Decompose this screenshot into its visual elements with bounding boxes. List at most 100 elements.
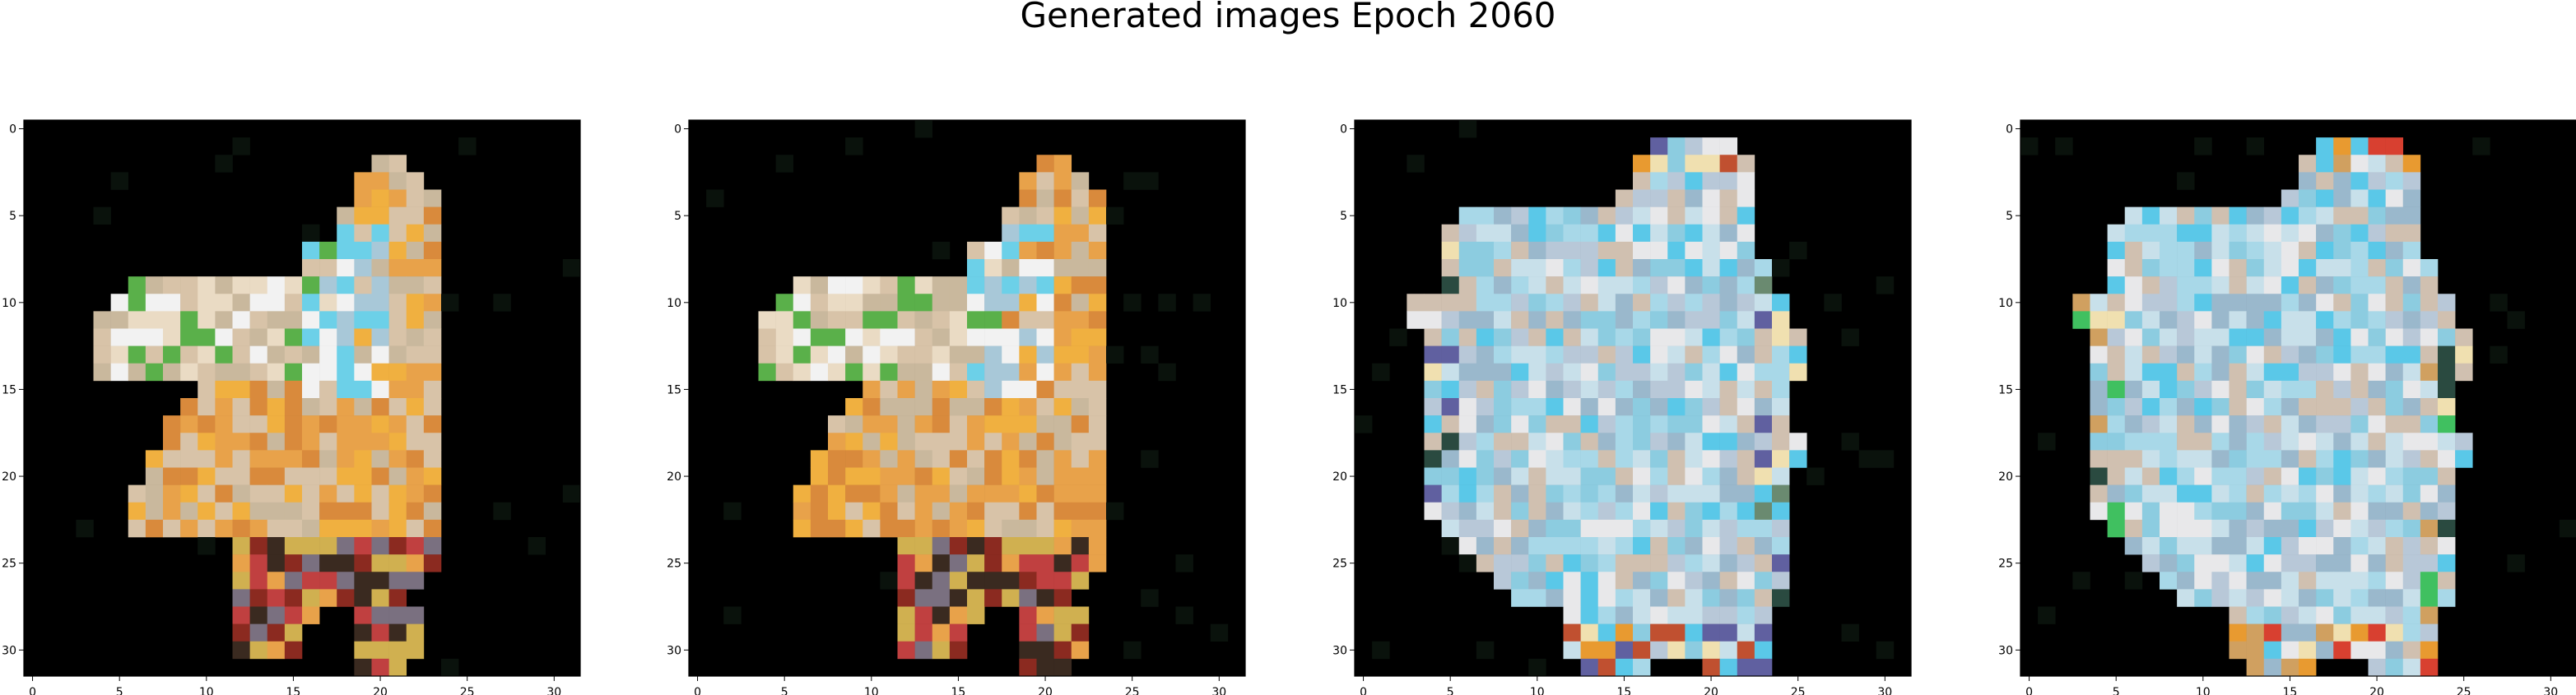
pixel xyxy=(1650,224,1668,243)
pixel xyxy=(1633,606,1651,624)
pixel xyxy=(1106,345,1124,364)
pixel xyxy=(949,537,968,555)
pixel xyxy=(1685,294,1703,312)
pixel xyxy=(2124,415,2143,433)
pixel xyxy=(284,641,303,660)
pixel xyxy=(406,311,425,329)
pixel xyxy=(2455,345,2473,364)
pixel xyxy=(354,502,372,521)
pixel xyxy=(2246,572,2265,590)
pixel xyxy=(2316,467,2334,485)
pixel xyxy=(1546,206,1564,225)
pixel xyxy=(2160,502,2178,521)
pixel xyxy=(284,467,303,485)
pixel xyxy=(1615,328,1634,346)
pixel xyxy=(2455,328,2473,346)
pixel xyxy=(110,363,129,382)
pixel xyxy=(863,398,881,416)
pixel xyxy=(354,519,372,538)
pixel xyxy=(2281,467,2299,485)
pixel xyxy=(1597,554,1616,572)
pixel xyxy=(984,276,1002,294)
pixel xyxy=(810,450,829,468)
pixel xyxy=(215,328,233,346)
pixel xyxy=(1685,276,1703,294)
pixel xyxy=(232,623,250,642)
pixel xyxy=(2107,345,2126,364)
pixel xyxy=(145,502,164,521)
pixel xyxy=(371,606,389,624)
pixel xyxy=(1088,433,1107,451)
pixel xyxy=(1441,450,1460,468)
pixel xyxy=(267,641,286,660)
pixel xyxy=(1476,380,1495,399)
pixel xyxy=(1458,537,1477,555)
pixel xyxy=(388,623,407,642)
pixel xyxy=(932,572,951,590)
pixel xyxy=(1702,328,1720,346)
pixel xyxy=(2211,519,2230,538)
pixel xyxy=(319,241,337,260)
pixel xyxy=(232,328,250,346)
pixel xyxy=(284,345,303,364)
pixel xyxy=(354,241,372,260)
pixel xyxy=(984,572,1002,590)
pixel xyxy=(2160,415,2178,433)
pixel xyxy=(284,415,303,433)
pixel xyxy=(319,259,337,277)
pixel xyxy=(880,345,898,364)
pixel xyxy=(1737,224,1755,243)
pixel xyxy=(354,345,372,364)
pixel xyxy=(2281,450,2299,468)
pixel xyxy=(1702,658,1720,677)
pixel xyxy=(1597,294,1616,312)
pixel xyxy=(302,572,320,590)
pixel xyxy=(232,519,250,538)
pixel xyxy=(388,172,407,190)
pixel xyxy=(2385,641,2404,660)
pixel xyxy=(1088,276,1107,294)
pixel xyxy=(1071,311,1090,329)
pixel xyxy=(1685,311,1703,329)
pixel xyxy=(1772,554,1790,572)
pixel xyxy=(828,502,846,521)
pixel xyxy=(1494,328,1512,346)
pixel xyxy=(2194,345,2212,364)
pixel xyxy=(845,433,863,451)
pixel xyxy=(2368,155,2386,173)
pixel xyxy=(793,345,811,364)
pixel xyxy=(1424,484,1442,503)
pixel xyxy=(1053,311,1072,329)
pixel xyxy=(2299,502,2317,521)
pixel xyxy=(967,572,985,590)
pixel xyxy=(793,502,811,521)
pixel xyxy=(1511,363,1529,382)
pixel xyxy=(1019,241,1037,260)
pixel xyxy=(423,519,442,538)
pixel xyxy=(232,589,250,607)
pixel xyxy=(1650,641,1668,660)
pixel xyxy=(2229,206,2247,225)
pixel xyxy=(1737,537,1755,555)
pixel xyxy=(1019,450,1037,468)
pixel xyxy=(1754,380,1773,399)
pixel xyxy=(932,363,951,382)
pixel xyxy=(406,537,425,555)
pixel xyxy=(302,450,320,468)
pixel xyxy=(2316,606,2334,624)
pixel xyxy=(267,450,286,468)
pixel xyxy=(984,294,1002,312)
pixel xyxy=(1511,537,1529,555)
pixel xyxy=(1476,433,1495,451)
pixel xyxy=(1563,572,1581,590)
pixel xyxy=(2107,467,2126,485)
pixel xyxy=(2402,519,2421,538)
pixel xyxy=(284,519,303,538)
pixel xyxy=(198,484,216,503)
pixel xyxy=(1053,363,1072,382)
pixel xyxy=(1511,433,1529,451)
pixel xyxy=(914,120,933,138)
pixel xyxy=(1754,537,1773,555)
pixel xyxy=(2420,467,2439,485)
pixel xyxy=(1597,311,1616,329)
